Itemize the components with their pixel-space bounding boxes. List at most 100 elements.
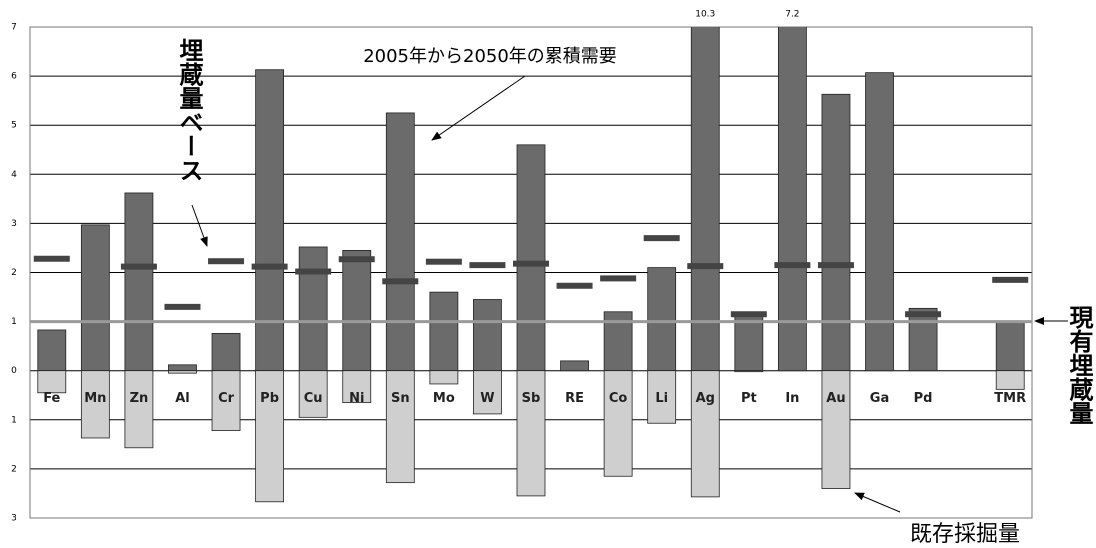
x-tick-label: W (480, 391, 494, 406)
x-tick-label: Al (175, 391, 190, 406)
x-tick-label: TMR (994, 391, 1026, 406)
bar (995, 321, 1025, 372)
bar (865, 72, 894, 372)
reserve-marker (905, 311, 942, 318)
reserve-marker (33, 255, 70, 262)
annotation: 2005年から2050年の累積需要 (363, 46, 617, 67)
bar (777, 27, 807, 372)
bar (734, 313, 764, 372)
reserve-marker (817, 262, 854, 269)
reserve-marker (295, 268, 332, 275)
y-tick-label: 1 (11, 415, 17, 425)
value-label-bg (683, 5, 728, 23)
bar (80, 224, 110, 372)
x-tick-label: Sb (522, 391, 541, 406)
reserve-marker (600, 275, 637, 282)
x-tick-label: RE (565, 391, 584, 406)
bar (211, 370, 241, 432)
bar (560, 360, 589, 372)
x-tick-label: Fe (43, 391, 60, 406)
y-tick-label: 2 (11, 268, 17, 278)
x-tick-label: Cr (218, 391, 235, 406)
bar (429, 291, 459, 372)
bar (124, 192, 154, 372)
y-tick-label: 0 (11, 366, 17, 376)
bar (255, 370, 285, 503)
bar (124, 370, 154, 449)
value-label: 7.2 (785, 10, 799, 20)
bar (734, 370, 764, 373)
reserve-marker (425, 258, 462, 265)
bar (516, 144, 546, 372)
bar (429, 370, 459, 385)
reserve-marker (208, 258, 245, 265)
bar (821, 370, 851, 489)
bar (516, 370, 546, 497)
y-tick-label: 6 (11, 72, 17, 82)
reserve-marker (687, 263, 724, 270)
x-tick-label: Mn (84, 391, 106, 406)
y-tick-label: 3 (11, 219, 17, 229)
bar (80, 370, 110, 439)
bar (473, 299, 502, 372)
arrow (431, 75, 526, 141)
annotation: 既存採掘量 (910, 522, 1020, 547)
bar (211, 332, 241, 372)
reserve-marker (120, 263, 157, 270)
reserve-marker (774, 262, 811, 269)
bar (255, 69, 285, 372)
reserve-marker (382, 278, 419, 285)
bar (603, 370, 633, 477)
reserve-marker (556, 282, 593, 289)
reserve-marker (992, 276, 1029, 283)
y-tick-label: 1 (11, 317, 17, 327)
x-tick-label: Pd (914, 391, 933, 406)
bar (908, 307, 938, 372)
bar (690, 370, 720, 498)
y-tick-label: 3 (11, 514, 17, 524)
bar (168, 370, 197, 374)
annotation-bg (320, 42, 660, 72)
reserve-marker (643, 235, 680, 242)
bar (995, 370, 1025, 390)
bar (647, 267, 677, 372)
reserve-marker (513, 260, 549, 267)
annotation: 現有埋蔵量 (1065, 305, 1093, 425)
x-tick-label: Pb (260, 391, 279, 406)
bar (168, 364, 197, 372)
reserve-marker (251, 263, 288, 270)
bar (385, 112, 415, 372)
bar (342, 370, 372, 404)
bar (298, 370, 328, 418)
bar (690, 27, 720, 372)
value-label: 10.3 (695, 10, 715, 20)
arrow (191, 204, 208, 247)
bar (385, 370, 415, 484)
plot-frame (29, 26, 1033, 519)
x-tick-label: Zn (130, 391, 149, 406)
x-tick-label: Co (609, 391, 628, 406)
arrow (854, 492, 901, 513)
x-tick-label: Ni (349, 391, 364, 406)
x-tick-label: Li (655, 391, 668, 406)
x-tick-label: Sn (391, 391, 410, 406)
x-tick-label: Au (826, 391, 845, 406)
bar (473, 370, 502, 415)
reserve-marker (469, 262, 506, 269)
x-tick-label: Cu (304, 391, 323, 406)
bar (37, 370, 67, 394)
y-tick-label: 4 (11, 170, 17, 180)
reserve-marker (338, 256, 375, 263)
bar (298, 246, 328, 372)
y-tick-label: 5 (11, 121, 17, 131)
bar (342, 250, 372, 372)
bar (647, 370, 677, 424)
y-tick-label: 2 (11, 464, 17, 474)
bar (821, 93, 851, 372)
x-tick-label: Mo (433, 391, 455, 406)
bars (37, 27, 1025, 503)
x-tick-label: Ag (696, 391, 715, 406)
annotation: 埋蔵量ベース (175, 38, 203, 182)
